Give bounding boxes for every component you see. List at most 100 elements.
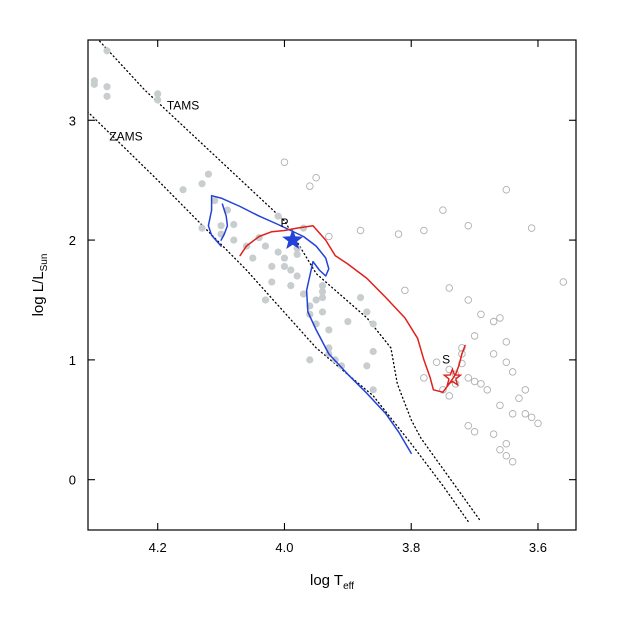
y-tick-label-2: 2 (69, 233, 76, 248)
annotation-tams: TAMS (167, 98, 199, 112)
open-point-34 (515, 394, 523, 402)
x-axis-title-sub: eff (343, 581, 354, 592)
open-point-51 (420, 374, 428, 382)
open-point-9 (464, 221, 473, 230)
open-point-5 (356, 226, 365, 235)
y-tick-label-1: 1 (69, 353, 76, 368)
open-point-45 (508, 457, 517, 466)
open-point-50 (458, 359, 466, 368)
filled-point-24 (280, 262, 289, 271)
open-point-21 (458, 344, 466, 352)
filled-point-13 (230, 220, 238, 229)
axes: 4.2 4.0 3.8 3.6 0 1 2 3 (69, 40, 576, 555)
open-point-46 (521, 410, 530, 418)
filled-point-9 (204, 170, 213, 178)
filled-point-46 (363, 308, 371, 316)
filled-point-16 (249, 254, 257, 262)
limit-line-1 (88, 111, 469, 523)
open-point-32 (483, 386, 492, 394)
open-point-24 (502, 358, 511, 367)
star-marker-p (282, 229, 304, 250)
open-point-19 (470, 332, 479, 340)
plot-area: TAMS ZAMS P S (88, 40, 568, 523)
open-point-15 (464, 296, 473, 304)
open-point-17 (489, 317, 498, 326)
filled-point-19 (268, 262, 276, 271)
open-point-40 (470, 428, 479, 436)
filled-point-20 (268, 278, 276, 286)
filled-point-53 (293, 250, 301, 259)
open-point-36 (508, 410, 517, 418)
filled-point-5 (154, 90, 162, 98)
y-axis-title-main: log L/L (30, 271, 47, 316)
open-point-47 (439, 386, 447, 394)
filled-point-25 (287, 266, 295, 274)
open-point-8 (439, 206, 447, 214)
filled-point-47 (369, 320, 377, 328)
open-point-42 (502, 439, 511, 448)
open-point-31 (477, 380, 485, 388)
filled-point-45 (356, 293, 365, 302)
open-point-16 (477, 310, 485, 319)
filled-point-43 (337, 362, 346, 370)
filled-point-22 (274, 248, 282, 256)
open-point-23 (489, 350, 498, 358)
open-point-10 (502, 186, 511, 194)
open-point-43 (496, 445, 504, 454)
open-point-37 (527, 413, 536, 422)
filled-point-4 (103, 92, 111, 100)
annotation-p: P (280, 216, 288, 230)
filled-point-28 (293, 272, 301, 280)
filled-point-27 (293, 244, 301, 253)
y-axis-title-sub: Sun (39, 254, 50, 272)
open-point-29 (464, 374, 473, 382)
open-point-1 (280, 158, 289, 166)
open-point-3 (306, 182, 314, 190)
open-point-26 (432, 358, 441, 367)
filled-point-18 (261, 242, 270, 250)
open-point-35 (496, 401, 504, 410)
open-point-7 (420, 226, 428, 235)
open-point-48 (445, 392, 453, 400)
filled-point-14 (230, 236, 238, 244)
filled-point-35 (318, 281, 327, 290)
open-point-11 (527, 224, 536, 232)
filled-point-10 (211, 196, 219, 205)
open-point-22 (458, 350, 466, 358)
track-s (239, 224, 466, 393)
filled-point-38 (318, 308, 327, 316)
x-tick-label-3: 3.6 (529, 540, 547, 555)
filled-point-2 (90, 77, 98, 85)
open-point-4 (325, 232, 333, 241)
open-point-20 (502, 338, 511, 346)
filled-point-44 (344, 317, 352, 326)
annotation-zams: ZAMS (109, 130, 142, 144)
filled-point-50 (369, 386, 377, 394)
filled-point-26 (287, 281, 295, 290)
track-p (207, 194, 412, 455)
filled-point-23 (280, 254, 289, 262)
open-point-41 (489, 430, 498, 438)
open-point-13 (445, 284, 453, 292)
open-point-44 (502, 451, 511, 460)
open-point-2 (312, 174, 320, 182)
x-tick-label-2: 3.8 (402, 540, 420, 555)
filled-point-39 (325, 326, 333, 334)
filled-point-21 (274, 212, 282, 220)
open-point-39 (464, 422, 473, 430)
open-point-14 (401, 286, 409, 295)
filled-point-48 (369, 347, 377, 356)
x-axis-title: log Teff (310, 572, 354, 592)
filled-point-49 (363, 362, 371, 370)
star-marker-s (442, 367, 463, 387)
track-p-branch (220, 203, 229, 241)
filled-point-37 (318, 293, 327, 302)
filled-point-3 (103, 83, 111, 91)
x-axis-title-main: log T (310, 572, 343, 589)
y-tick-label-0: 0 (69, 473, 76, 488)
filled-point-55 (198, 224, 206, 232)
filled-point-0 (103, 47, 111, 55)
x-tick-label-1: 4.0 (275, 540, 293, 555)
y-tick-label-3: 3 (69, 113, 76, 128)
